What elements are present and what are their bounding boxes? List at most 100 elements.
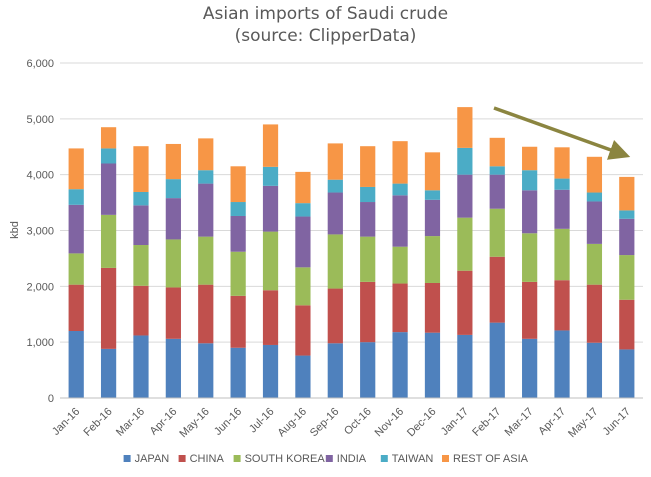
bar-segment (327, 143, 343, 180)
bar-segment (133, 205, 149, 246)
bar-segment (327, 192, 343, 235)
bar-segment (424, 282, 441, 333)
bar-segment (457, 217, 473, 271)
legend-item: REST OF ASIA (442, 453, 529, 465)
bar-segment (392, 183, 408, 196)
bar-segment (262, 290, 279, 345)
bar-segment (327, 234, 343, 289)
bar-segment (198, 236, 214, 285)
y-tick-label: 4,000 (26, 170, 54, 182)
x-tick-label: Apr-17 (536, 406, 568, 438)
x-tick-label: May-16 (177, 406, 211, 440)
bar-segment (198, 183, 214, 237)
bar-segment (327, 179, 343, 193)
x-tick-label: Mar-17 (503, 406, 536, 439)
chart-title: Asian imports of Saudi crude (202, 4, 449, 24)
bar-segment (489, 322, 505, 398)
legend-label: REST OF ASIA (453, 453, 529, 465)
legend-swatch (325, 455, 333, 462)
bar-segment (230, 295, 246, 348)
x-tick-label: Mar-16 (114, 406, 147, 439)
y-tick-label: 3,000 (26, 226, 54, 238)
legend-item: INDIA (325, 453, 367, 465)
legend-item: SOUTH KOREA (233, 453, 325, 465)
x-tick-label: Dec-16 (405, 406, 439, 440)
x-tick-label: Jul-16 (247, 406, 277, 436)
bar-segment (100, 267, 117, 349)
bar-segment (295, 216, 311, 268)
legend-item: TAIWAN (380, 453, 433, 465)
x-tick-label: Jun-16 (212, 406, 244, 438)
legend-swatch (233, 455, 241, 462)
bar-segment (165, 179, 181, 199)
bar-segment (262, 231, 279, 291)
bar-segment (68, 189, 84, 205)
bar-segment (198, 138, 214, 171)
legend-item: JAPAN (123, 453, 170, 465)
y-tick-label: 6,000 (26, 58, 54, 70)
bar-segment (230, 202, 246, 216)
bar-segment (262, 124, 279, 167)
bar-segment (619, 210, 635, 219)
bar-segment (522, 338, 538, 398)
bar-segment (489, 174, 505, 209)
bar-segment (165, 198, 181, 240)
bar-segment (457, 107, 473, 148)
bar-segment (68, 253, 84, 285)
bar-segment (554, 147, 570, 179)
bar-segment (424, 152, 441, 191)
bar-segment (489, 208, 505, 257)
bar-segment (165, 338, 181, 398)
bar-segment (522, 233, 538, 282)
bar-segment (392, 283, 408, 333)
x-tick-label: Nov-16 (373, 406, 407, 440)
bar-segment (100, 163, 117, 215)
y-tick-label: 5,000 (26, 114, 54, 126)
bar-segment (619, 218, 635, 256)
x-tick-label: Jan-17 (439, 406, 471, 438)
legend-item: CHINA (178, 453, 224, 465)
bar-segment (619, 299, 635, 350)
bar-segment (295, 203, 311, 217)
bar-segment (230, 215, 246, 252)
bar-segment (586, 243, 603, 285)
y-tick-label: 2,000 (26, 281, 54, 293)
bar-segment (554, 228, 570, 281)
bar-segment (198, 343, 214, 398)
bar-segment (133, 245, 149, 286)
bar-segment (230, 251, 246, 296)
bar-segment (392, 141, 408, 184)
bar-segment (586, 192, 603, 202)
x-tick-label: Feb-17 (470, 406, 503, 439)
bar-segment (586, 156, 603, 193)
legend-label: INDIA (337, 453, 367, 465)
bar-segment (489, 166, 505, 175)
bar-segment (586, 342, 603, 398)
bar-segment (133, 335, 149, 398)
bar-segment (198, 284, 214, 344)
bar-segment (360, 146, 376, 187)
bar-segment (554, 178, 570, 190)
bar-segment (100, 127, 117, 149)
bar-segment (424, 199, 441, 237)
bar-segment (165, 239, 181, 288)
legend-swatch (380, 455, 388, 462)
bar-segment (619, 349, 635, 398)
bar-segment (165, 287, 181, 339)
bar-segment (360, 281, 376, 343)
x-tick-label: Jun-17 (601, 406, 633, 438)
bar-segment (295, 267, 311, 306)
bar-segment (424, 190, 441, 200)
legend-label: JAPAN (135, 453, 170, 465)
bar-segment (327, 288, 343, 344)
bar-segment (489, 137, 505, 167)
y-tick-label: 1,000 (26, 337, 54, 349)
legend-swatch (178, 455, 186, 462)
bar-segment (295, 355, 311, 398)
legend-swatch (442, 455, 449, 462)
x-tick-label: Feb-16 (82, 406, 115, 439)
x-tick-label: Apr-16 (148, 406, 180, 438)
bar-segment (424, 332, 441, 398)
bar-segment (360, 342, 376, 398)
